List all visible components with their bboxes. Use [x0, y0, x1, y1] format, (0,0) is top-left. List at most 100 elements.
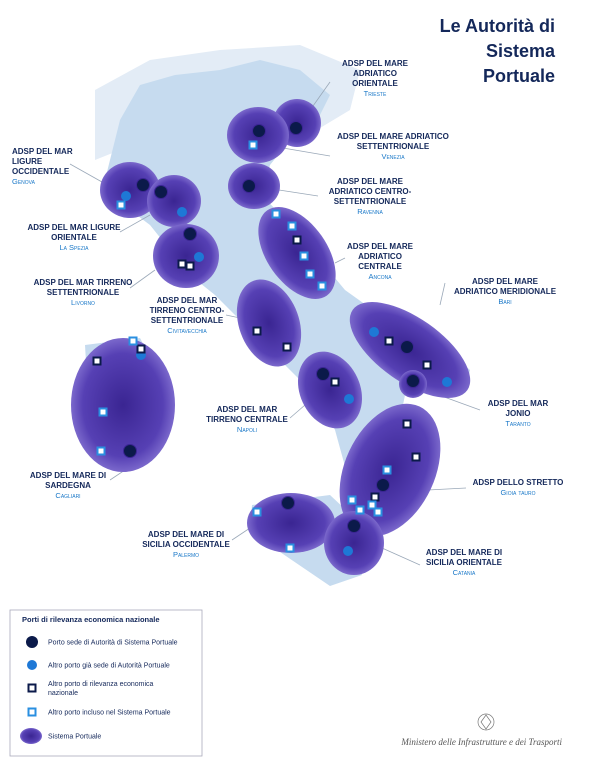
asp-seat	[347, 519, 361, 533]
authority-port: Cagliari	[55, 491, 80, 500]
authority-port: Venezia	[381, 152, 405, 161]
former-ap-port	[121, 191, 131, 201]
former-ap-port	[442, 377, 452, 387]
authority-name: SETTENTRIONALE	[151, 316, 224, 325]
asp-seat	[376, 478, 390, 492]
former-ap-port	[344, 394, 354, 404]
port-system	[324, 511, 384, 575]
national-port	[330, 377, 340, 387]
asp-seat	[136, 178, 150, 192]
asp-seat	[400, 340, 414, 354]
system-port	[355, 505, 365, 515]
system-port	[271, 209, 281, 219]
system-port	[373, 507, 383, 517]
authority-name: ADSP DEL MAR LIGURE	[27, 223, 121, 232]
national-port	[422, 360, 432, 370]
national-port	[92, 356, 102, 366]
footer: Ministero delle Infrastrutture e dei Tra…	[400, 737, 562, 747]
ports	[92, 121, 452, 556]
national-port	[370, 492, 380, 502]
authority-name: ADSP DEL MARE ADRIATICO	[337, 132, 449, 141]
authority-port: Genova	[12, 177, 36, 186]
authority-name: ADSP DEL MARE	[342, 59, 409, 68]
authority-name: ADSP DEL MAR	[217, 405, 278, 414]
system-port	[317, 281, 327, 291]
authority-name: ADSP DEL MAR TIRRENO	[34, 278, 133, 287]
authority-port: Gioia tauro	[500, 488, 535, 497]
authority-name: TIRRENO CENTRO-	[150, 306, 225, 315]
national-port	[384, 336, 394, 346]
authority-name: ADSP DEL MARE	[337, 177, 404, 186]
system-port	[98, 407, 108, 417]
title-line: Portuale	[483, 66, 555, 86]
authority-name: ADSP DEL MARE DI	[148, 530, 224, 539]
authority-name: JONIO	[506, 409, 531, 418]
port-system	[258, 207, 336, 299]
legend-symbol	[27, 707, 37, 717]
authority-name: ORIENTALE	[352, 79, 398, 88]
authority-port: Bari	[498, 297, 511, 306]
title-line: Le Autorità di	[440, 16, 555, 36]
authority-name: SICILIA ORIENTALE	[426, 558, 503, 567]
legend-label: Porto sede di Autorità di Sistema Portua…	[48, 640, 178, 647]
system-port	[367, 500, 377, 510]
authority-port: Catania	[453, 568, 476, 577]
port-system	[297, 351, 363, 429]
authority-port: Palermo	[173, 550, 199, 559]
authority-name: ADRIATICO MERIDIONALE	[454, 287, 557, 296]
former-ap-port	[369, 327, 379, 337]
authority-name: ADSP DEL MARE DI	[30, 471, 106, 480]
port-systems	[71, 99, 471, 575]
legend-label: Altro porto incluso nel Sistema Portuale	[48, 710, 171, 717]
port-system	[71, 338, 175, 472]
authority-name: ORIENTALE	[51, 233, 97, 242]
former-ap-port	[194, 252, 204, 262]
national-port	[136, 344, 146, 354]
asp-seat	[242, 179, 256, 193]
system-port	[299, 251, 309, 261]
national-port	[185, 261, 195, 271]
authority-name: ADRIATICO CENTRO-	[329, 187, 412, 196]
authority-name: SETTENTRIONALE	[357, 142, 430, 151]
authority-name: SARDEGNA	[45, 481, 91, 490]
national-port	[402, 419, 412, 429]
authority-name: ADSP DEL MAR	[12, 147, 73, 156]
title-line: Sistema	[486, 41, 556, 61]
system-port	[116, 200, 126, 210]
system-port	[287, 221, 297, 231]
authority-name: OCCIDENTALE	[12, 167, 70, 176]
legend-box	[9, 609, 203, 757]
asp-seat	[316, 367, 330, 381]
legend-label: nazionale	[48, 690, 78, 697]
port-system	[100, 162, 160, 218]
authority-name: ADSP DEL MARE DI	[426, 548, 502, 557]
port-system	[247, 493, 335, 553]
authority-labels: ADSP DEL MAREADRIATICOORIENTALETriesteAD…	[12, 59, 563, 577]
authority-port: Trieste	[364, 89, 387, 98]
authority-port: Livorno	[71, 298, 95, 307]
system-port	[382, 465, 392, 475]
authority-port: La Spezia	[59, 243, 89, 252]
system-port	[285, 543, 295, 553]
authority-port: Taranto	[505, 419, 530, 428]
authority-name: TIRRENO CENTRALE	[206, 415, 288, 424]
system-port	[128, 336, 138, 346]
asp-seat	[123, 444, 137, 458]
authority-name: ADSP DEL MAR	[488, 399, 549, 408]
legend-symbol	[27, 683, 37, 693]
national-port	[282, 342, 292, 352]
system-port	[96, 446, 106, 456]
authority-port: Ravenna	[357, 207, 383, 216]
legend-label: Altro porto già sede di Autorità Portual…	[48, 663, 170, 670]
asp-seat	[252, 124, 266, 138]
national-port	[177, 259, 187, 269]
authority-name: ADSP DELLO STRETTO	[473, 478, 564, 487]
asp-seat	[281, 496, 295, 510]
port-system	[147, 175, 201, 227]
authority-name: ADSP DEL MARE	[472, 277, 539, 286]
system-port	[305, 269, 315, 279]
authority-name: ADSP DEL MAR	[157, 296, 218, 305]
legend-symbol	[26, 636, 38, 648]
national-port	[252, 326, 262, 336]
legend-symbol	[20, 728, 42, 744]
